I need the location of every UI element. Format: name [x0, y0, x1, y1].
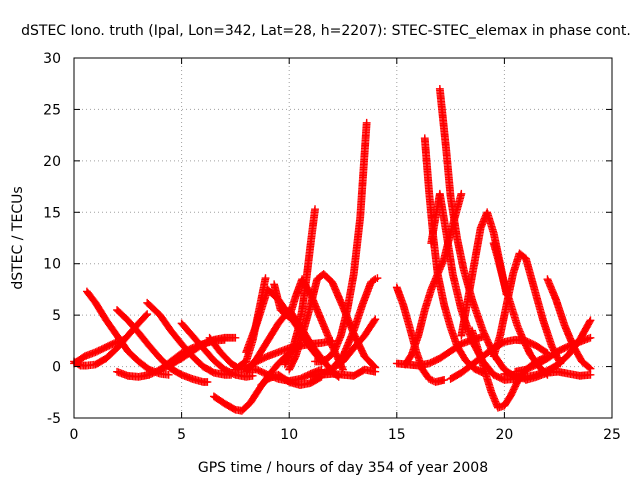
series-28 [435, 84, 530, 383]
data-point [457, 189, 466, 198]
data-point [203, 378, 212, 386]
y-tick-label: 15 [43, 205, 61, 221]
y-tick-label: -5 [47, 411, 61, 427]
data-point [371, 315, 380, 324]
series-37 [543, 275, 595, 373]
y-tick-label: 10 [43, 257, 61, 273]
data-point [261, 274, 270, 283]
data-point [164, 370, 173, 379]
data-point [284, 353, 293, 362]
x-tick-label: 20 [495, 427, 513, 443]
data-point [586, 316, 595, 325]
data-point [176, 370, 185, 378]
y-tick-label: 5 [52, 308, 61, 324]
series-6 [143, 298, 235, 379]
data-point [373, 274, 382, 283]
data-point [231, 333, 240, 342]
data-point [142, 311, 150, 320]
data-point [370, 316, 379, 325]
data-point [230, 405, 238, 413]
series-22 [328, 274, 382, 373]
series-18 [280, 205, 319, 369]
series-2 [70, 335, 128, 368]
y-axis-label: dSTEC / TECUs [10, 186, 26, 289]
data-point [371, 367, 380, 376]
x-axis-label: GPS time / hours of day 354 of year 2008 [198, 460, 488, 476]
x-tick-label: 5 [177, 427, 186, 443]
y-tick-label: 0 [52, 360, 61, 376]
series-15 [257, 370, 326, 389]
data-point [586, 364, 595, 373]
series-21 [317, 365, 380, 380]
data-point [248, 371, 257, 380]
data-point [586, 370, 595, 379]
y-tick-label: 20 [43, 154, 61, 170]
x-tick-label: 15 [388, 427, 406, 443]
x-tick-label: 25 [603, 427, 621, 443]
data-point [362, 118, 371, 127]
data-point [585, 317, 594, 326]
data-point [586, 333, 595, 342]
y-tick-label: 30 [43, 51, 61, 67]
series-33 [489, 249, 565, 368]
series-3 [83, 287, 173, 379]
x-tick-label: 10 [280, 427, 298, 443]
data-point [311, 205, 319, 214]
data-marks [70, 84, 595, 415]
series-26 [420, 134, 487, 377]
x-tick-label: 0 [70, 427, 79, 443]
chart-title: dSTEC Iono. truth (Ipal, Lon=342, Lat=28… [21, 23, 631, 39]
data-point [208, 368, 217, 376]
axis-ticks: 0 5 10 15 20 25 -5 0 5 10 15 20 25 30 [43, 51, 621, 443]
data-point [283, 377, 292, 385]
data-point [585, 363, 594, 372]
plot-frame [73, 57, 613, 419]
data-point [143, 310, 152, 319]
series-8 [177, 319, 257, 381]
data-point [440, 376, 449, 384]
series-36 [522, 367, 595, 384]
series-20 [311, 118, 371, 366]
series-4 [113, 306, 212, 386]
y-tick-label: 25 [43, 102, 61, 118]
